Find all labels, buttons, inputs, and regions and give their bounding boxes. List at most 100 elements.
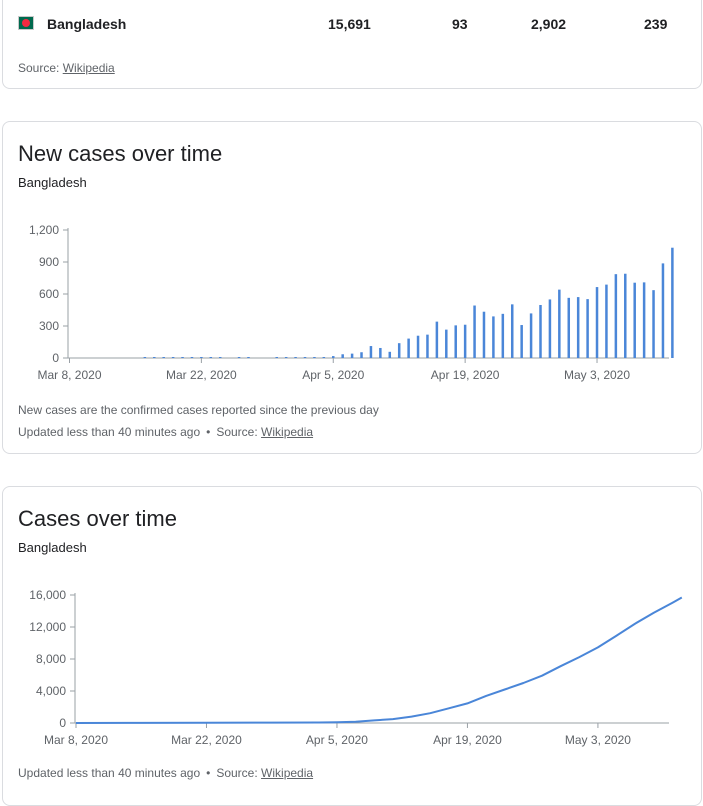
new-cases-bar xyxy=(360,352,363,358)
new-cases-bar xyxy=(510,304,514,358)
new-cases-chart: 0 300 600 900 1,200 Mar 8, 2020 Mar 22, 2020 Ap… xyxy=(29,223,674,382)
country-table-card: Bangladesh 15,691 93 2,902 239 Source: W… xyxy=(2,0,702,89)
new-cases-y-tick-label: 900 xyxy=(39,255,59,269)
new-cases-bar xyxy=(586,299,589,358)
cases-over-time-subtitle: Bangladesh xyxy=(18,540,87,555)
new-cases-bar xyxy=(388,351,392,358)
new-cases-bar xyxy=(190,357,194,358)
new-cases-footer: Updated less than 40 minutes ago • Source:… xyxy=(18,425,313,439)
new-cases-bar xyxy=(548,299,552,358)
new-cases-y-tick-label: 300 xyxy=(39,319,59,333)
new-cases-bar xyxy=(671,247,674,358)
cases-over-time-card: Cases over time Bangladesh 0 4,000 8,000 12… xyxy=(2,486,702,806)
new-cases-bar xyxy=(275,357,278,358)
new-cases-bar xyxy=(605,284,608,358)
new-cases-bar xyxy=(237,357,241,358)
source-link[interactable]: Wikipedia xyxy=(62,61,115,75)
new-cases-bar xyxy=(322,357,326,358)
cases-over-time-footer: Updated less than 40 minutes ago • Source:… xyxy=(18,766,313,780)
bangladesh-flag-icon xyxy=(18,16,34,30)
new-cases-bar xyxy=(595,287,599,358)
new-cases-bar xyxy=(143,357,147,358)
new-cases-bar xyxy=(576,297,580,358)
cases-over-time-y-tick-label: 16,000 xyxy=(29,588,66,602)
new-cases-bar xyxy=(652,290,655,358)
cases-over-time-x-tick-label: Apr 19, 2020 xyxy=(433,733,502,747)
new-cases-bar xyxy=(313,357,316,358)
new-cases-card: New cases over time Bangladesh 0 300 600 90… xyxy=(2,121,702,454)
new-cases-bar xyxy=(379,347,382,358)
new-cases-bar xyxy=(284,357,288,358)
new-cases-bar xyxy=(294,357,297,358)
new-cases-bar xyxy=(181,357,184,358)
country-name: Bangladesh xyxy=(47,16,127,32)
new-cases-bar xyxy=(473,305,476,358)
new-cases-bar xyxy=(520,325,523,358)
new-cases-bar xyxy=(642,282,646,358)
source-label: Source: xyxy=(18,61,60,75)
cases-over-time-x-tick-label: May 3, 2020 xyxy=(565,733,631,747)
new-cases-bar xyxy=(218,357,222,358)
new-cases-bar xyxy=(614,274,618,358)
new-cases-bar xyxy=(332,356,335,358)
updated-text: Updated less than 40 minutes ago xyxy=(18,766,201,780)
cases-over-time-title: Cases over time xyxy=(18,506,177,531)
stat-cell-3: 2,902 xyxy=(531,16,567,32)
new-cases-x-tick-label: May 3, 2020 xyxy=(564,368,630,382)
new-cases-bar xyxy=(426,334,429,358)
new-cases-bar xyxy=(303,357,307,358)
source-link[interactable]: Wikipedia xyxy=(261,766,314,780)
new-cases-bar xyxy=(567,297,571,358)
new-cases-x-tick-label: Mar 22, 2020 xyxy=(166,368,237,382)
cases-cell: 15,691 xyxy=(328,16,371,32)
new-cases-bar xyxy=(397,343,401,358)
updated-text: Updated less than 40 minutes ago xyxy=(18,425,201,439)
separator-dot: • xyxy=(206,425,211,439)
cases-over-time-y-tick-label: 4,000 xyxy=(36,684,66,698)
new-cases-bar xyxy=(171,357,175,358)
cases-over-time-y-tick-label: 0 xyxy=(59,716,66,730)
new-cases-y-tick-label: 600 xyxy=(39,287,59,301)
cases-over-time-line xyxy=(75,596,683,724)
new-cases-bar xyxy=(454,325,457,358)
new-cases-x-tick-label: Apr 19, 2020 xyxy=(431,368,500,382)
stat-cell-4: 239 xyxy=(644,16,668,32)
new-cases-bar xyxy=(482,311,486,358)
new-cases-bar xyxy=(501,313,505,358)
new-cases-bar xyxy=(633,282,636,358)
new-cases-note: New cases are the confirmed cases report… xyxy=(18,403,379,417)
new-cases-y-tick-label: 0 xyxy=(52,351,59,365)
source-label: Source: xyxy=(216,766,258,780)
new-cases-bar xyxy=(445,329,448,358)
cases-over-time-y-tick-label: 8,000 xyxy=(36,652,66,666)
new-cases-bar xyxy=(463,324,467,358)
new-cases-title: New cases over time xyxy=(18,141,223,166)
new-cases-bar xyxy=(200,357,203,358)
separator-dot: • xyxy=(206,766,211,780)
new-cases-bar xyxy=(624,273,627,358)
new-cases-bar xyxy=(558,289,561,358)
cases-over-time-x-tick-label: Mar 22, 2020 xyxy=(171,733,242,747)
source-attribution: Source: Wikipedia xyxy=(18,61,115,75)
new-cases-x-tick-label: Mar 8, 2020 xyxy=(37,368,101,382)
new-cases-bar xyxy=(539,304,542,358)
new-cases-bar xyxy=(661,263,665,358)
new-cases-bar xyxy=(529,313,533,358)
new-cases-bar xyxy=(435,321,439,358)
new-cases-bar xyxy=(416,335,420,358)
new-cases-bar xyxy=(407,338,410,358)
new-cases-bar xyxy=(369,346,373,358)
cases-over-time-chart: 0 4,000 8,000 12,000 16,000 Mar 8, 2020 Mar 22… xyxy=(29,588,683,747)
new-cases-y-tick-label: 1,200 xyxy=(29,223,59,237)
cases-over-time-x-tick-label: Mar 8, 2020 xyxy=(44,733,108,747)
new-cases-bar xyxy=(247,357,250,358)
source-label: Source: xyxy=(216,425,258,439)
new-cases-bar xyxy=(492,316,495,358)
new-cases-subtitle: Bangladesh xyxy=(18,175,87,190)
source-link[interactable]: Wikipedia xyxy=(261,425,314,439)
stat-cell-2: 93 xyxy=(452,16,468,32)
cases-over-time-x-tick-label: Apr 5, 2020 xyxy=(306,733,368,747)
new-cases-bar xyxy=(162,357,165,358)
new-cases-bar xyxy=(350,353,354,358)
new-cases-bar xyxy=(153,357,156,358)
